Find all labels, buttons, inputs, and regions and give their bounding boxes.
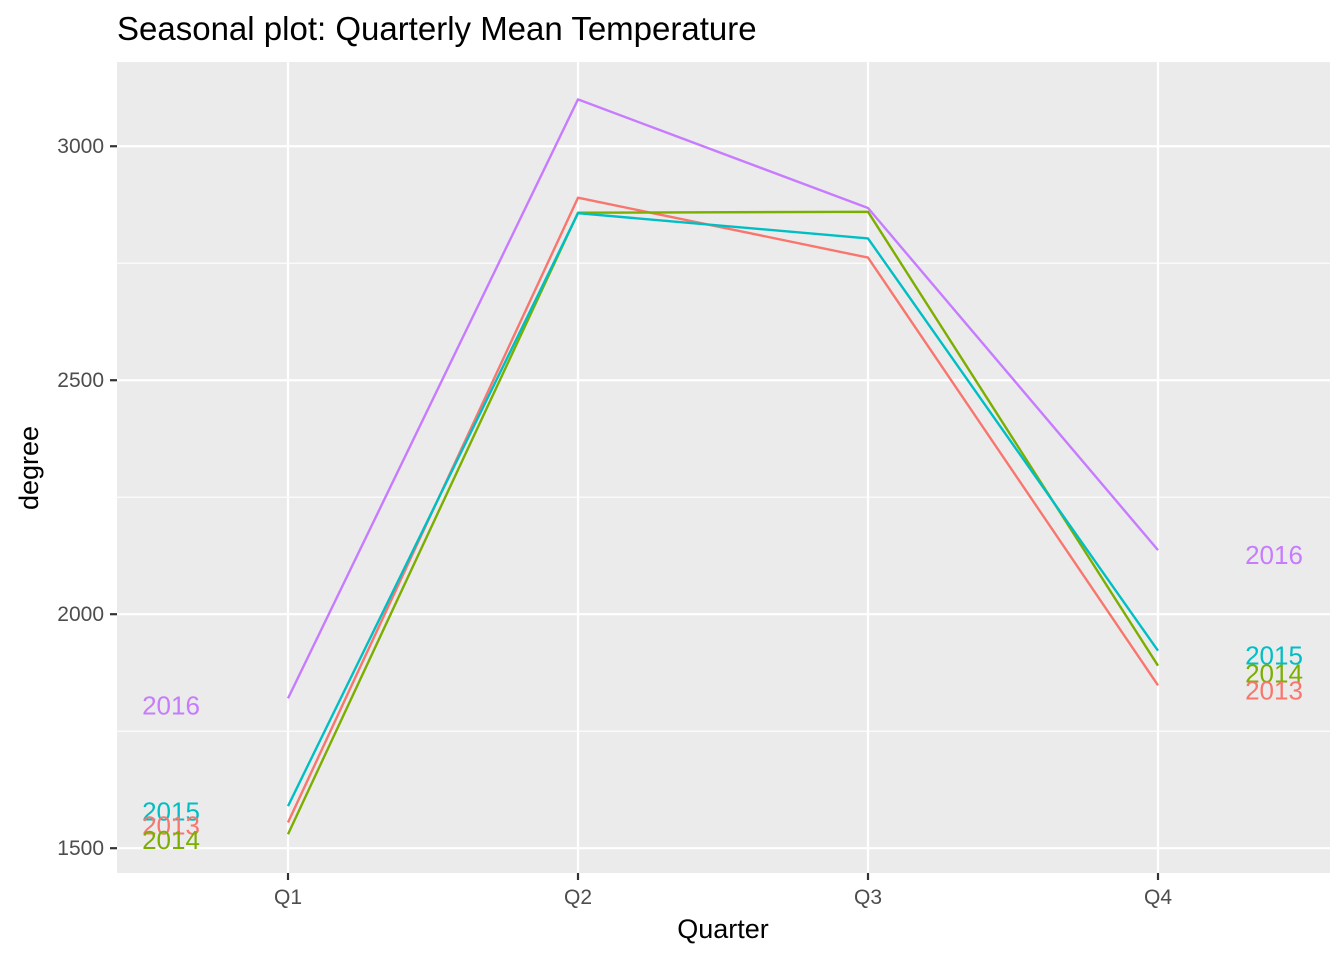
y-axis: 1500 2000 2500 3000	[57, 135, 117, 860]
y-axis-title: degree	[14, 426, 44, 510]
x-tick-label: Q4	[1144, 886, 1172, 909]
x-tick-label: Q1	[274, 886, 302, 909]
series-label-right-2013: 2013	[1245, 675, 1303, 705]
x-axis-title: Quarter	[677, 914, 769, 944]
series-label-right-2014: 2014	[1245, 659, 1303, 689]
y-tick-label: 2500	[57, 369, 104, 392]
series-label-left-2013: 2013	[142, 811, 200, 841]
y-tick-label: 1500	[57, 837, 104, 860]
y-tick-label: 2000	[57, 603, 104, 626]
plot-panel	[117, 62, 1330, 873]
major-gridlines	[117, 62, 1330, 873]
x-tick-label: Q3	[854, 886, 882, 909]
x-axis: Q1 Q2 Q3 Q4	[274, 873, 1172, 909]
x-tick-label: Q2	[564, 886, 592, 909]
series-label-right-2016: 2016	[1245, 540, 1303, 570]
minor-gridlines	[117, 262, 1330, 732]
y-tick-label: 3000	[57, 135, 104, 158]
series-lines	[286, 98, 1160, 835]
series-label-right-2015: 2015	[1245, 640, 1303, 670]
series-label-left-2014: 2014	[142, 825, 200, 855]
series-label-left-2016: 2016	[142, 690, 200, 720]
chart-title: Seasonal plot: Quarterly Mean Temperatur…	[117, 10, 757, 47]
series-line-2014	[286, 210, 1160, 835]
series-line-2016	[286, 98, 1159, 699]
series-line-2015	[286, 211, 1159, 807]
series-label-left-2015: 2015	[142, 797, 200, 827]
